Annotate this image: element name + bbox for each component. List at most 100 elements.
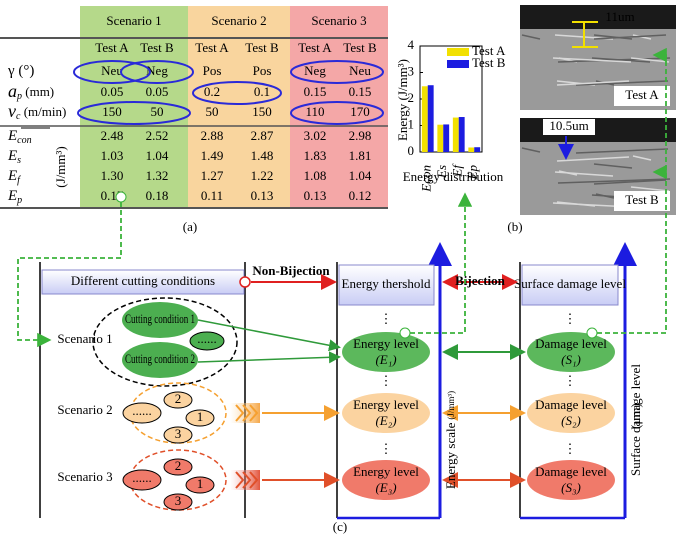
bar [468, 147, 474, 152]
table-cell: 2.52 [146, 128, 169, 143]
table-cell: 1.22 [251, 168, 274, 183]
table-cell: 170 [350, 104, 370, 119]
table-cell: 50 [206, 104, 219, 119]
mapping-label: Bijection [455, 273, 506, 288]
y-axis-label: Energy (J/mm³) [395, 59, 410, 141]
label-sub: p [16, 195, 22, 206]
more-label: ...... [132, 403, 152, 418]
table-cell: 0.13 [304, 188, 327, 203]
table-cell: 0.18 [146, 188, 169, 203]
table-cell: Neu [101, 63, 123, 78]
table-cell: 50 [151, 104, 164, 119]
header: Different cutting conditions [71, 273, 215, 288]
table-cell: 1.04 [146, 148, 169, 163]
axis-title: Surface damage level(μm) [628, 364, 643, 476]
scenario-label: Scenario 3 [57, 469, 112, 484]
row-label: Ep [7, 188, 22, 206]
table-cell: 110 [305, 104, 324, 119]
table-cell: 2.88 [201, 128, 224, 143]
table-cell: 1.30 [101, 168, 124, 183]
row-label: γ (°) [7, 63, 34, 79]
bar [459, 117, 465, 152]
table-cell: 0.1 [254, 84, 270, 99]
damage-label: Damage level [535, 336, 607, 351]
legend-swatch [447, 60, 469, 68]
sem-label: Test A [625, 87, 659, 102]
table-cell: 1.27 [201, 168, 224, 183]
label-symbol: E [7, 188, 17, 204]
bar [428, 85, 434, 152]
number-label: 1 [197, 476, 204, 491]
line [198, 357, 338, 362]
test-label: Test A [95, 40, 129, 55]
table-cell: 0.05 [146, 84, 169, 99]
y-tick-label: 0 [408, 143, 415, 158]
scale-label: 10.5um [549, 118, 588, 133]
table-cell: 0.11 [201, 188, 223, 203]
condition-label: Cutting condition 1 [125, 311, 195, 326]
table-cell: 1.83 [304, 148, 327, 163]
ellipsis: ⋮ [564, 373, 577, 388]
table-cell: 2.98 [349, 128, 372, 143]
table-cell: 3.02 [304, 128, 327, 143]
table-cell: 1.48 [251, 148, 274, 163]
table-cell: 150 [102, 104, 122, 119]
caption: (b) [507, 219, 522, 234]
test-label: Test A [195, 40, 229, 55]
scenario-header: Scenario 2 [211, 13, 266, 28]
connector-dot [116, 192, 126, 202]
table-cell: 0.15 [349, 84, 372, 99]
label-sub: con [17, 135, 31, 146]
label-sub: f [17, 175, 21, 186]
row-label: Econ [7, 128, 32, 146]
bar [443, 124, 449, 152]
table-cell: 2.48 [101, 128, 124, 143]
figure: Scenario 1 Scenario 2 Scenario 3 Test A Test… [0, 0, 683, 538]
bar [437, 125, 443, 152]
row-label: ap (mm) [8, 81, 54, 102]
ellipsis: ⋮ [564, 441, 577, 456]
legend-swatch [447, 48, 469, 56]
energy-symbol: (E₂) [375, 413, 396, 428]
damage-label: Damage level [535, 397, 607, 412]
ellipsis: ⋮ [380, 441, 393, 456]
sem-label: Test B [625, 192, 659, 207]
damage-symbol: (S₁) [561, 352, 581, 367]
label-symbol: E [7, 128, 17, 144]
test-label: Test B [343, 40, 377, 55]
axis-title-unit: (μm) [628, 403, 643, 429]
test-label: Test B [245, 40, 279, 55]
table-cell: Pos [253, 63, 272, 78]
axis-title-unit: (J/mm³) [446, 391, 456, 420]
sem-edge [520, 5, 676, 29]
energy-symbol: (E₃) [375, 480, 396, 495]
number-label: 1 [197, 409, 204, 424]
scenario-header: Scenario 1 [106, 13, 161, 28]
more-label: ...... [197, 331, 217, 346]
header: Energy thershold [342, 276, 431, 291]
caption: (c) [333, 519, 347, 534]
table-cell: 1.81 [349, 148, 372, 163]
label-symbol: E [7, 148, 17, 164]
mapping-label: Non-Bijection [252, 263, 330, 278]
row-label: Es [7, 148, 21, 166]
label-unit: (m/min) [20, 104, 66, 119]
y-tick-label: 4 [408, 37, 415, 52]
table-cell: 150 [252, 104, 272, 119]
table-cell: 0.05 [101, 84, 124, 99]
table-cell: 1.03 [101, 148, 124, 163]
condition-label: Cutting condition 2 [125, 351, 195, 366]
number-label: 2 [175, 391, 182, 406]
number-label: 2 [175, 458, 182, 473]
table-cell: 0.12 [349, 188, 372, 203]
table-cell: 1.49 [201, 148, 224, 163]
table-cell: 0.2 [204, 84, 220, 99]
scenario-header: Scenario 3 [311, 13, 366, 28]
scenario-column [80, 6, 188, 208]
bar [453, 118, 459, 152]
label-symbol: E [7, 168, 17, 184]
label-symbol: v [8, 101, 16, 121]
table-cell: 2.87 [251, 128, 274, 143]
ellipsis: ⋮ [564, 311, 577, 326]
x-axis-label: Energy distribution [403, 169, 504, 184]
